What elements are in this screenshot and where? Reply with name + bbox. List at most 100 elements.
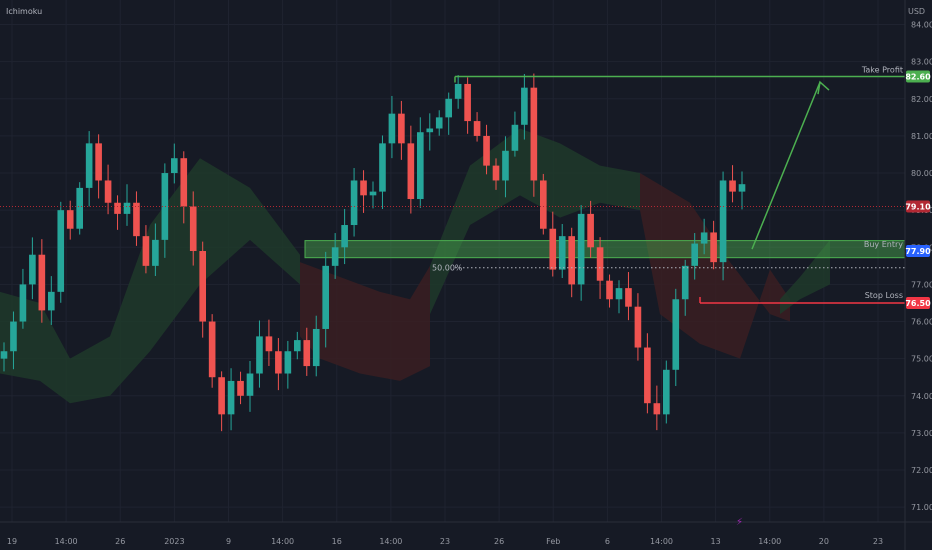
y-tick-label: 71.00 (911, 503, 932, 512)
y-tick-label: 73.00 (911, 429, 932, 438)
stop-loss-price-tag: 76.50 (905, 299, 931, 308)
y-tick-label: 81.00 (911, 132, 932, 141)
candle-body (133, 202, 140, 237)
candle-body (104, 180, 112, 203)
candle-body (0, 351, 8, 359)
candle-body (521, 87, 528, 125)
currency-label: USD (908, 7, 925, 16)
candle-body (85, 143, 93, 188)
candle-body (29, 254, 36, 285)
candle-body (606, 280, 613, 300)
projection-arrow (751, 81, 821, 250)
candle-body (502, 150, 509, 181)
x-tick-label: 14:00 (55, 537, 78, 546)
candle-body (435, 117, 443, 129)
candle-body (161, 173, 169, 240)
candle-body (407, 143, 415, 200)
y-tick-label: 77.00 (911, 280, 932, 289)
candle-body (625, 288, 632, 307)
candle-body (700, 232, 708, 244)
current-price-tag-bg (906, 200, 930, 213)
candle-body (719, 180, 727, 263)
candle-body (539, 180, 547, 229)
current-price-tag: 79.10 (905, 202, 931, 211)
candle-body (57, 210, 65, 292)
candle-body (662, 369, 670, 415)
buy-entry-price-tag-bg (906, 245, 930, 258)
x-tick-label: 14:00 (379, 537, 402, 546)
candle-body (114, 202, 121, 214)
x-tick-label: 26 (494, 537, 504, 546)
candle-body (473, 121, 481, 136)
candle-body (256, 336, 263, 374)
buy-entry-zone (304, 240, 906, 259)
candle-body (445, 98, 453, 118)
x-tick-label: 23 (440, 537, 450, 546)
y-tick-label: 80.00 (911, 169, 932, 178)
candle-body (237, 380, 244, 396)
candle-body (577, 213, 585, 285)
candle-body (350, 180, 358, 226)
candle-body (483, 135, 490, 166)
x-tick-label: 9 (226, 537, 231, 546)
candle-body (615, 288, 623, 300)
candle-body (729, 180, 736, 192)
candle-body (596, 247, 604, 281)
candle-body (672, 299, 680, 370)
x-tick-label: 20 (819, 537, 829, 546)
candle-body (691, 243, 699, 266)
stop-loss-label: Stop Loss (865, 291, 903, 300)
candle-body (246, 373, 254, 396)
y-tick-label: 74.00 (911, 392, 932, 401)
x-tick-label: 14:00 (758, 537, 781, 546)
candle-body (331, 247, 339, 266)
candle-body (227, 380, 235, 415)
y-tick-label: 83.00 (911, 58, 932, 67)
candle-body (10, 321, 17, 352)
x-tick-label: 6 (605, 537, 610, 546)
x-tick-label: 2023 (164, 537, 184, 546)
candle-body (47, 291, 55, 311)
candle-body (360, 180, 367, 196)
take-profit-price-tag-bg (906, 70, 930, 83)
lightning-icon[interactable]: ⚡ (736, 517, 743, 528)
candle-body (549, 228, 557, 270)
x-tick-label: 14:00 (650, 537, 673, 546)
candle-body (681, 265, 689, 300)
candle-body (123, 202, 131, 214)
candle-body (66, 210, 74, 229)
y-tick-label: 76.00 (911, 318, 932, 327)
candle-body (189, 206, 197, 252)
take-profit-price-tag: 82.60 (905, 73, 931, 82)
candle-body (710, 232, 717, 263)
x-tick-label: 13 (711, 537, 721, 546)
candle-body (312, 328, 320, 367)
candle-body (293, 340, 301, 352)
candle-body (152, 239, 159, 266)
candle-body (464, 83, 471, 122)
candle-body (653, 403, 661, 415)
candle-body (76, 187, 84, 229)
stop-loss-price-tag-bg (906, 296, 930, 309)
candle-body (738, 184, 746, 192)
candle-body (379, 143, 386, 192)
take-profit-label: Take Profit (861, 66, 903, 75)
x-tick-label: 19 (7, 537, 17, 546)
candle-body (492, 165, 500, 181)
y-tick-label: 82.00 (911, 95, 932, 104)
buy-entry-label: Buy Entry (864, 240, 903, 249)
y-tick-label: 72.00 (911, 466, 932, 475)
cloud-bull (0, 158, 300, 404)
candle-body (38, 254, 46, 311)
x-tick-label: 16 (332, 537, 342, 546)
candle-body (369, 191, 377, 196)
cloud-bear (300, 262, 430, 381)
candle-body (170, 158, 178, 174)
candle-body (142, 236, 150, 266)
candle-body (388, 113, 396, 144)
candle-body (265, 336, 273, 352)
candle-body (180, 158, 188, 207)
candle-body (558, 236, 566, 270)
candle-body (568, 236, 576, 285)
